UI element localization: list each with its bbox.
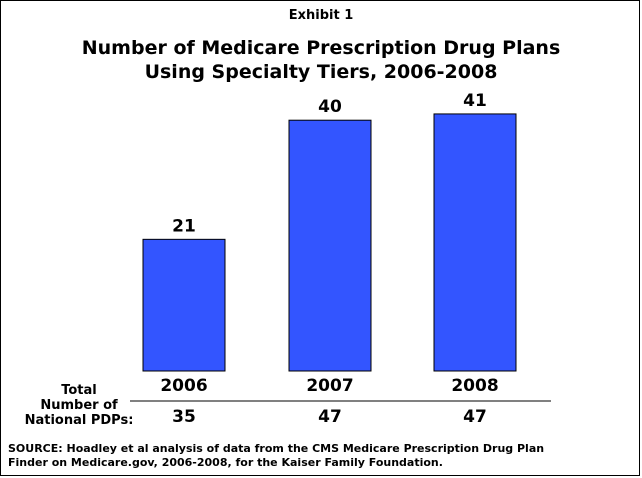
category-label-2006: 2006 <box>160 376 207 396</box>
source-note: SOURCE: Hoadley et al analysis of data f… <box>8 442 634 470</box>
category-label-2007: 2007 <box>306 376 353 396</box>
data-label-2007: 40 <box>318 97 342 117</box>
total-value-2006: 35 <box>172 407 196 427</box>
data-label-2006: 21 <box>172 216 196 236</box>
bar-2006 <box>142 238 226 372</box>
category-label-2008: 2008 <box>451 376 498 396</box>
exhibit-label: Exhibit 1 <box>288 8 354 23</box>
row-label-number-of: Number of <box>40 398 118 413</box>
data-label-2008: 41 <box>463 91 487 111</box>
row-label-national-pdps: National PDPs: <box>24 413 134 428</box>
chart-title-line-2: Using Specialty Tiers, 2006-2008 <box>144 61 498 83</box>
bar-2007 <box>288 119 372 372</box>
source-line-1: SOURCE: Hoadley et al analysis of data f… <box>8 442 545 455</box>
total-value-2008: 47 <box>463 407 487 427</box>
chart-title: Number of Medicare Prescription Drug Pla… <box>0 36 642 84</box>
chart-title-line-1: Number of Medicare Prescription Drug Pla… <box>81 37 561 59</box>
row-label-total: Total <box>61 383 97 398</box>
total-value-2007: 47 <box>318 407 342 427</box>
source-line-2: Finder on Medicare.gov, 2006-2008, for t… <box>8 456 443 469</box>
bar-2008 <box>433 113 517 372</box>
